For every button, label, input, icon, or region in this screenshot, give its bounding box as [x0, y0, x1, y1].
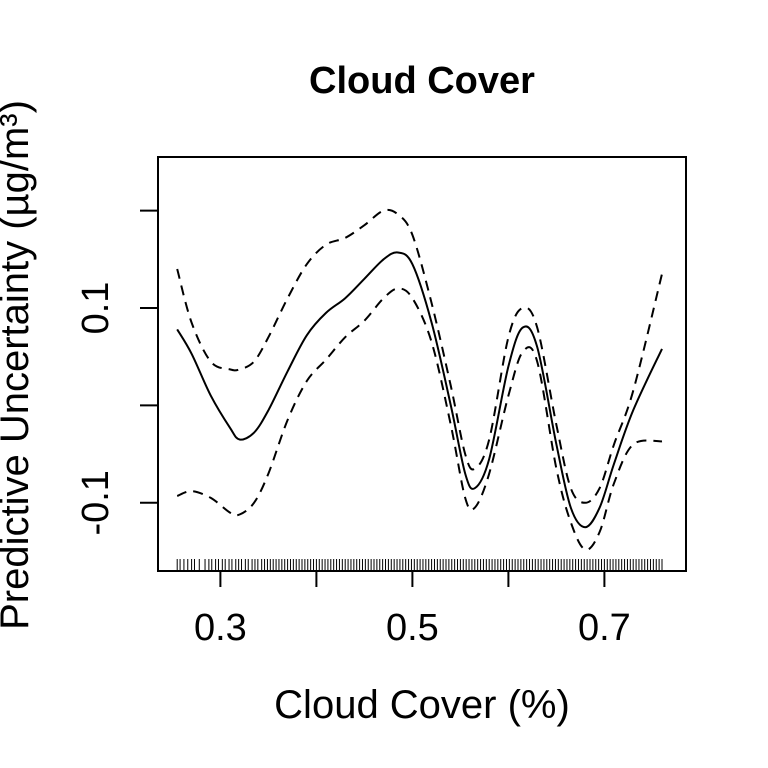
x-axis-label: Cloud Cover (%) [274, 683, 570, 727]
x-axis: 0.3 0.5 0.7 [194, 570, 631, 649]
confidence-band-line-2 [176, 287, 663, 551]
y-tick-label: 0.1 [75, 282, 117, 335]
fitted-curve-line-0 [176, 251, 663, 529]
confidence-band-line-1 [176, 208, 663, 504]
y-tick-label: -0.1 [75, 470, 117, 535]
chart-title: Cloud Cover [309, 60, 535, 102]
series-layer [176, 208, 663, 551]
y-axis-label: Predictive Uncertainty (µg/m³) [0, 100, 37, 630]
x-tick-label: 0.7 [578, 607, 631, 649]
x-tick-label: 0.5 [386, 607, 439, 649]
x-tick-label: 0.3 [194, 607, 247, 649]
y-axis: -0.1 0.1 [75, 209, 159, 536]
rug-marks [176, 559, 663, 571]
plot-frame [157, 156, 687, 572]
